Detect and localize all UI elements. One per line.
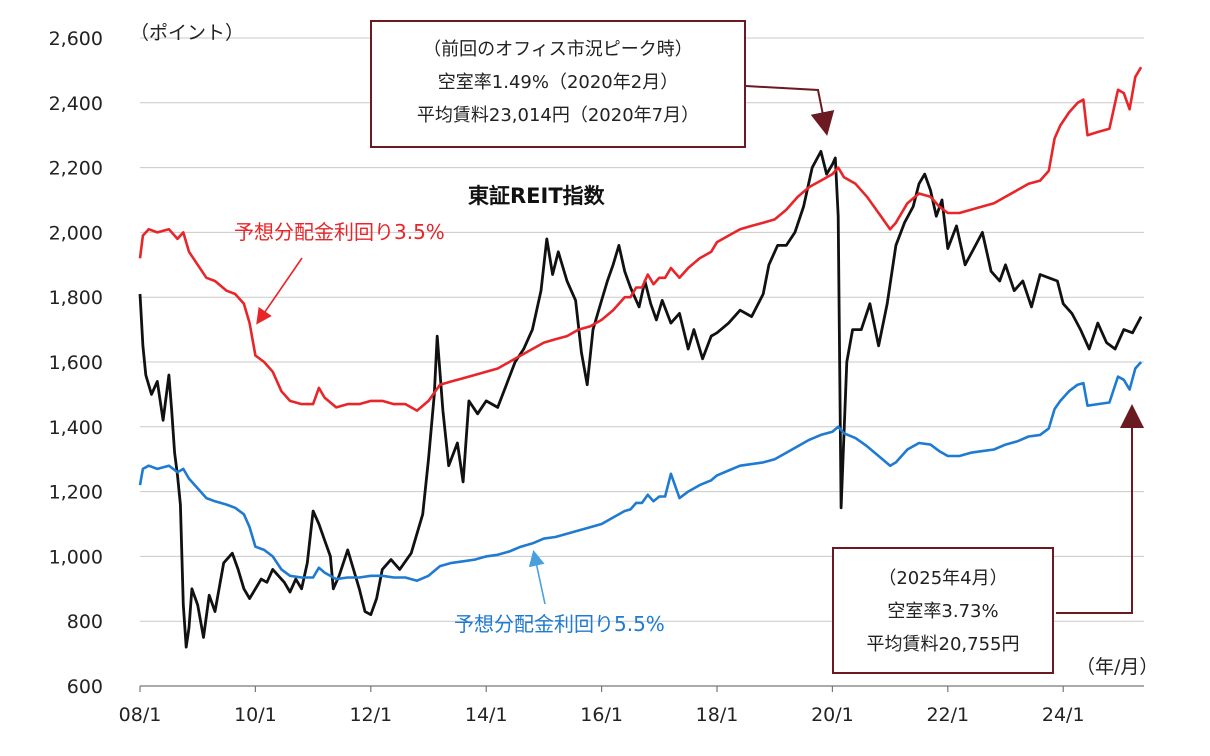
y-tick-label: 2,600 (49, 28, 103, 50)
callout-current: （2025年4月） 空室率3.73% 平均賃料20,755円 (832, 547, 1054, 674)
callout-now-line3: 平均賃料20,755円 (866, 634, 1020, 655)
callout-now-line2: 空室率3.73% (887, 601, 999, 622)
y-tick-label: 1,000 (49, 546, 103, 568)
arrow-peak (745, 85, 835, 136)
x-tick-label: 14/1 (465, 704, 508, 726)
annotation-arrows (256, 85, 1144, 614)
y-tick-label: 2,000 (49, 222, 103, 244)
x-axis-unit-label: （年/月） (1076, 656, 1159, 678)
series-yield-5-5 (138, 361, 1143, 583)
callout-peak-line3: 平均賃料23,014円（2020年7月） (416, 105, 700, 126)
chart-title: 東証REIT指数 (468, 184, 605, 208)
series-yield-3-5 (138, 66, 1143, 412)
x-axis: 08/1 10/1 12/1 14/1 16/1 18/1 20/1 22/1 24/1 (119, 685, 1144, 726)
callout-now-line1: （2025年4月） (878, 568, 1008, 589)
arrow-blue-label (528, 549, 546, 605)
series-label-yield-5-5: 予想分配金利回り5.5% (454, 612, 665, 636)
y-tick-label: 1,600 (49, 352, 103, 374)
y-axis-unit-label: （ポイント） (130, 22, 245, 44)
callout-peak-line1: （前回のオフィス市況ピーク時） (423, 39, 693, 60)
arrow-now (1056, 404, 1144, 614)
series-label-yield-3-5: 予想分配金利回り3.5% (234, 220, 445, 244)
arrow-red-label (256, 257, 303, 325)
x-tick-label: 16/1 (580, 704, 623, 726)
x-tick-label: 24/1 (1042, 704, 1085, 726)
y-tick-label: 1,200 (49, 482, 103, 504)
y-axis: 600 800 1,000 1,200 1,400 1,600 1,800 2,000 2,20… (49, 28, 103, 698)
callout-peak-line2: 空室率1.49%（2020年2月） (437, 72, 679, 93)
x-tick-label: 12/1 (349, 704, 392, 726)
series-lines (138, 66, 1143, 649)
y-tick-label: 1,800 (49, 287, 103, 309)
callout-previous-peak: （前回のオフィス市況ピーク時） 空室率1.49%（2020年2月） 平均賃料23… (370, 20, 746, 148)
y-tick-label: 600 (67, 676, 103, 698)
x-tick-label: 10/1 (234, 704, 277, 726)
y-tick-label: 800 (67, 611, 103, 633)
x-tick-label: 20/1 (811, 704, 854, 726)
series-tse-reit-index (138, 149, 1143, 649)
x-tick-label: 08/1 (119, 704, 162, 726)
y-tick-label: 2,200 (49, 158, 103, 180)
x-tick-label: 18/1 (696, 704, 739, 726)
y-tick-label: 1,400 (49, 417, 103, 439)
x-tick-label: 22/1 (926, 704, 969, 726)
y-tick-label: 2,400 (49, 93, 103, 115)
